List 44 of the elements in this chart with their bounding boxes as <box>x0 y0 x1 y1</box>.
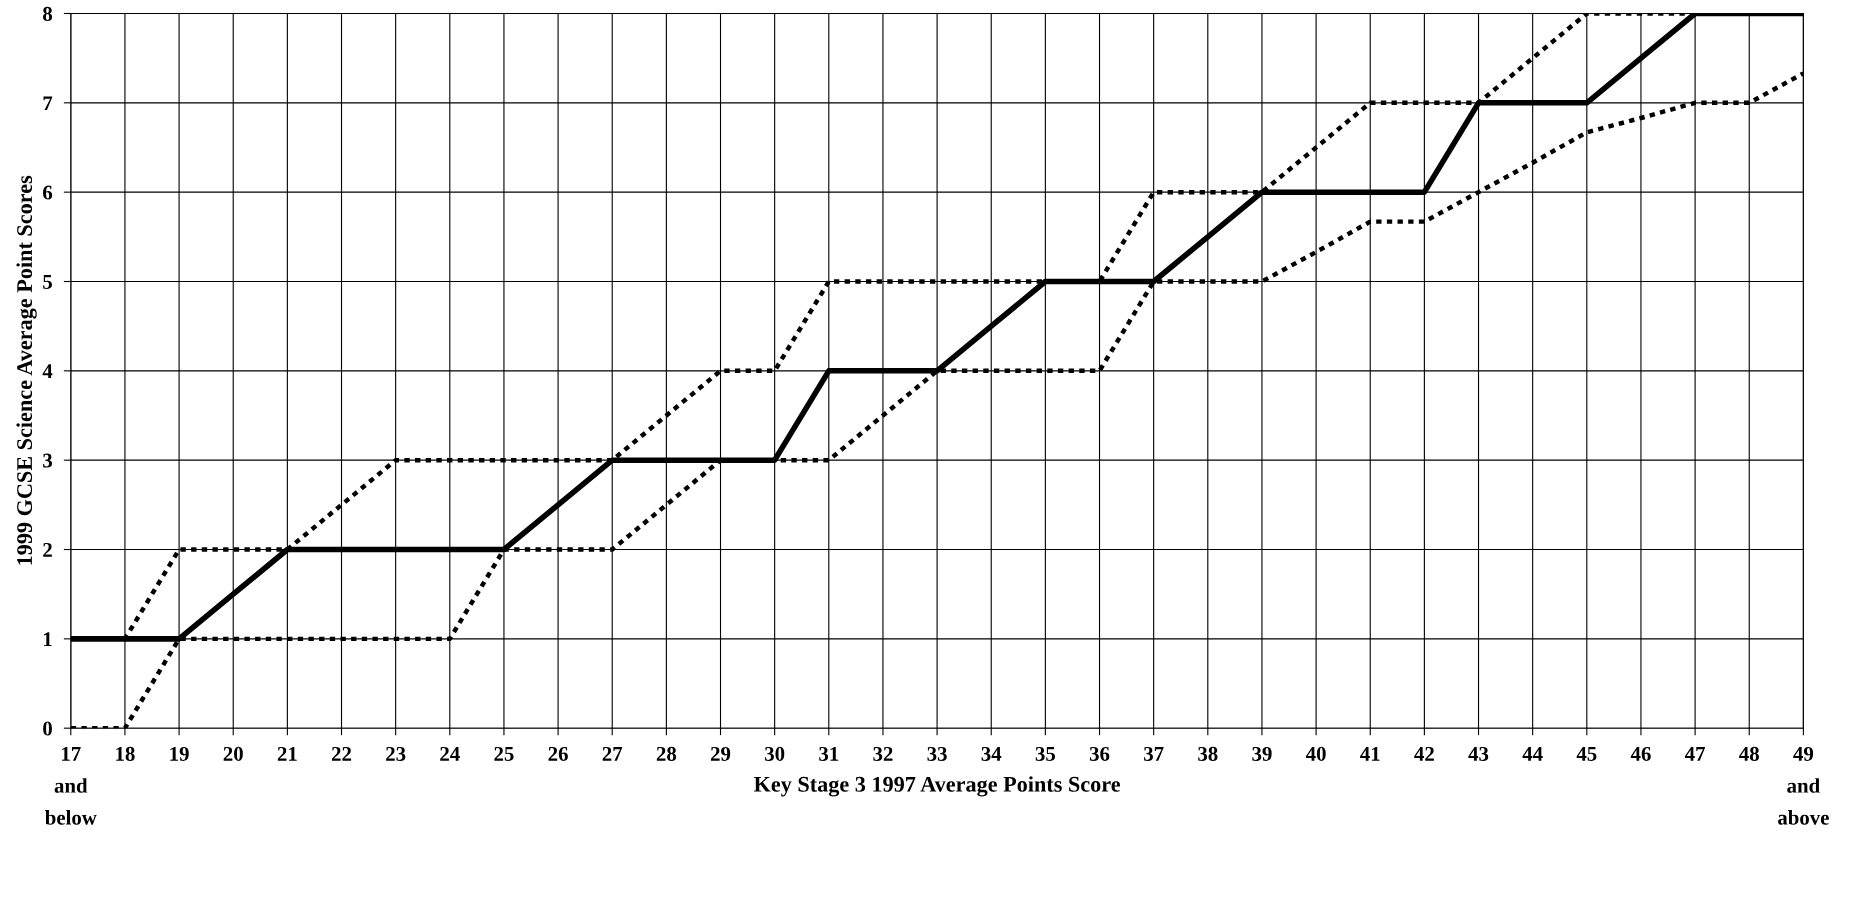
x-tick-label: 41 <box>1360 746 1380 761</box>
x-tick-label: 17 and below <box>45 746 97 825</box>
y-tick-label: 4 <box>42 364 53 379</box>
y-tick-label: 2 <box>43 542 52 557</box>
x-tick-label: 39 <box>1252 746 1272 761</box>
x-tick-label: 36 <box>1089 746 1110 761</box>
x-tick-label: 37 <box>1144 746 1164 761</box>
x-tick-label: 18 <box>116 746 135 761</box>
x-tick-label: 38 <box>1198 746 1218 761</box>
x-tick-label: 49 and above <box>1778 746 1829 825</box>
x-tick-label: 27 <box>602 746 623 761</box>
x-tick-label: 25 <box>494 746 514 761</box>
x-tick-label: 28 <box>656 746 677 761</box>
x-axis-title: Key Stage 3 1997 Average Points Score <box>753 776 1121 797</box>
x-tick-label: 35 <box>1035 746 1056 761</box>
x-tick-label: 26 <box>548 746 568 761</box>
x-tick-label: 20 <box>223 746 243 761</box>
x-tick-label: 29 <box>710 746 731 761</box>
x-tick-label: 40 <box>1305 746 1326 761</box>
x-tick-label: 48 <box>1739 746 1759 761</box>
y-tick-label: 7 <box>43 96 53 111</box>
x-tick-label: 24 <box>440 746 460 761</box>
x-tick-label: 21 <box>277 746 297 761</box>
x-tick-label: 23 <box>386 746 406 761</box>
x-tick-label: 33 <box>927 746 947 761</box>
y-tick-label: 6 <box>43 185 53 200</box>
x-tick-label: 42 <box>1414 746 1434 761</box>
x-tick-label: 43 <box>1468 746 1489 761</box>
y-tick-label: 8 <box>43 6 53 21</box>
x-tick-label: 47 <box>1684 746 1706 761</box>
y-tick-label: 0 <box>43 721 52 736</box>
x-tick-label: 22 <box>331 746 352 761</box>
y-axis-title: 1999 GCSE Science Average Point Scores <box>16 175 37 565</box>
x-tick-label: 31 <box>819 746 839 761</box>
x-tick-label: 44 <box>1522 746 1543 761</box>
y-tick-label: 1 <box>43 632 52 647</box>
x-tick-label: 32 <box>873 746 893 761</box>
x-tick-label: 19 <box>170 746 189 761</box>
y-tick-label: 5 <box>43 275 52 289</box>
y-tick-label: 3 <box>43 453 53 468</box>
x-tick-label: 30 <box>765 746 785 761</box>
x-tick-label: 46 <box>1630 746 1651 761</box>
x-tick-label: 34 <box>981 746 1002 761</box>
x-tick-label: 45 <box>1576 746 1597 761</box>
